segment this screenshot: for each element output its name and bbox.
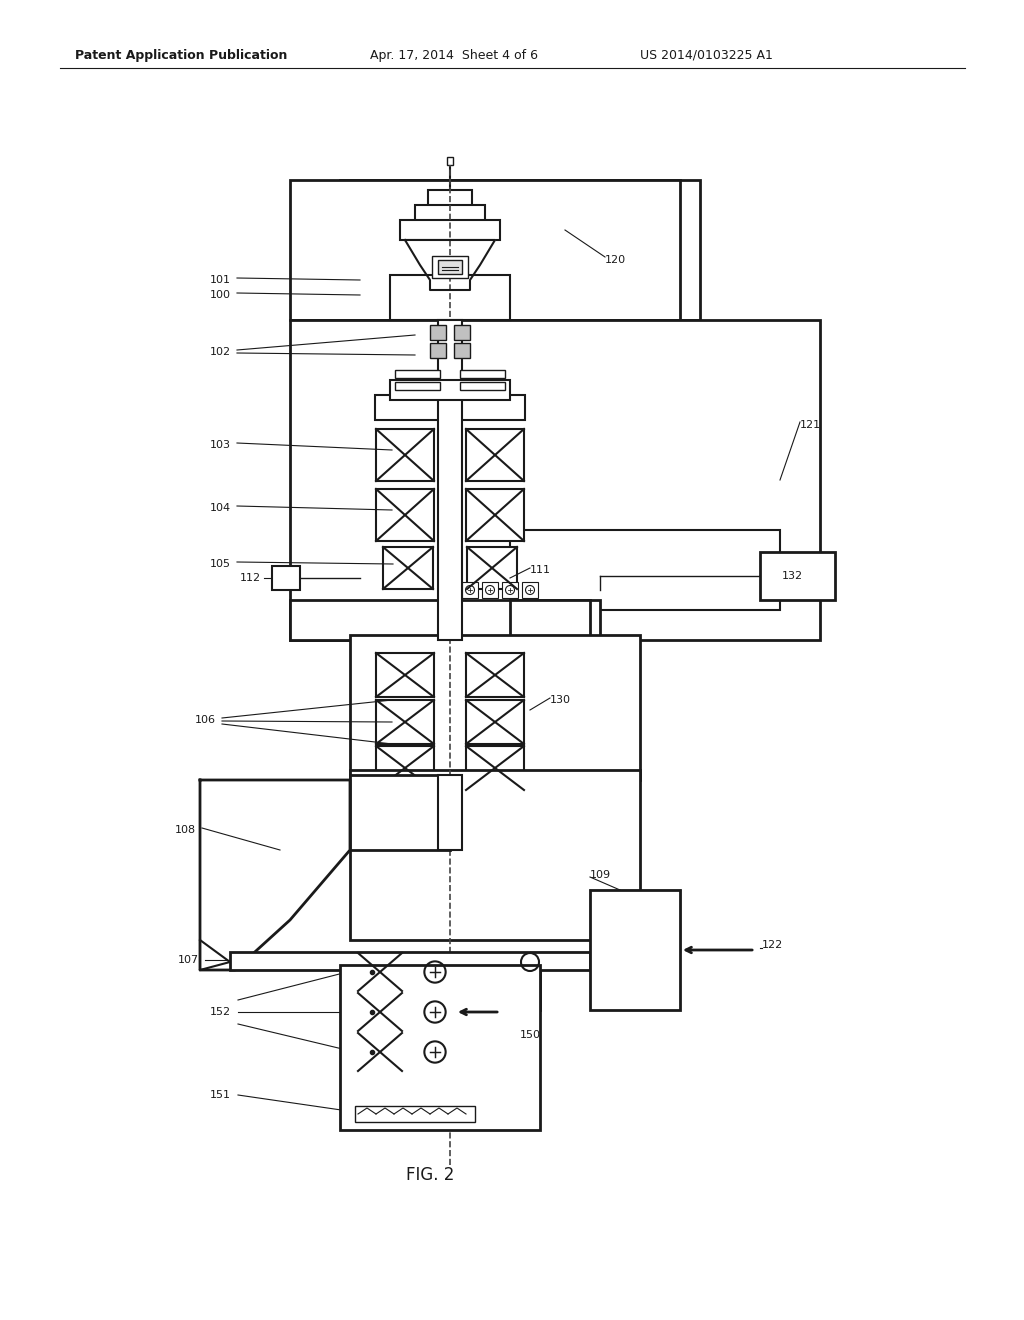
Bar <box>454 325 470 341</box>
Bar <box>272 566 300 590</box>
Bar <box>413 1034 457 1071</box>
Bar <box>350 635 640 780</box>
Text: 121: 121 <box>800 420 821 430</box>
Text: 100: 100 <box>210 290 231 300</box>
Bar <box>447 157 453 165</box>
Bar <box>415 205 485 224</box>
Bar <box>466 653 524 697</box>
Bar <box>510 531 780 610</box>
Text: 105: 105 <box>210 558 231 569</box>
Bar <box>376 746 434 789</box>
Bar <box>395 370 440 378</box>
Bar <box>760 552 835 601</box>
Bar <box>350 770 640 940</box>
Text: 107: 107 <box>178 954 199 965</box>
Bar <box>340 965 540 1130</box>
Bar <box>350 775 450 850</box>
Text: 152: 152 <box>210 1007 231 1016</box>
Bar <box>522 582 538 598</box>
Bar <box>358 993 402 1031</box>
Bar <box>358 1034 402 1071</box>
Bar <box>510 601 590 640</box>
Text: 104: 104 <box>210 503 231 513</box>
Bar <box>466 746 524 789</box>
Bar <box>376 653 434 697</box>
Bar <box>413 993 457 1031</box>
Polygon shape <box>200 780 350 970</box>
Bar <box>467 546 517 589</box>
Bar <box>290 319 820 640</box>
Bar <box>390 380 510 400</box>
Bar <box>340 180 700 319</box>
Text: 112: 112 <box>240 573 261 583</box>
Text: 103: 103 <box>210 440 231 450</box>
Text: Apr. 17, 2014  Sheet 4 of 6: Apr. 17, 2014 Sheet 4 of 6 <box>370 49 538 62</box>
Bar <box>438 775 462 850</box>
Text: 151: 151 <box>210 1090 231 1100</box>
Bar <box>383 546 433 589</box>
Bar <box>460 381 505 389</box>
Bar <box>355 1106 475 1122</box>
Bar <box>462 582 478 598</box>
Bar <box>482 582 498 598</box>
Bar <box>358 953 402 991</box>
Bar <box>376 429 434 480</box>
Text: US 2014/0103225 A1: US 2014/0103225 A1 <box>640 49 773 62</box>
Bar <box>395 381 440 389</box>
Bar <box>290 180 680 319</box>
Bar <box>390 275 510 319</box>
Bar <box>466 429 524 480</box>
Bar <box>230 952 590 970</box>
Text: 101: 101 <box>210 275 231 285</box>
Bar <box>590 890 680 1010</box>
Bar <box>460 370 505 378</box>
Bar <box>430 343 446 358</box>
Text: 120: 120 <box>605 255 626 265</box>
Text: FIG. 2: FIG. 2 <box>406 1166 455 1184</box>
Bar <box>454 343 470 358</box>
Text: 150: 150 <box>520 1030 541 1040</box>
Bar <box>376 700 434 744</box>
Bar <box>432 256 468 279</box>
Text: 130: 130 <box>550 696 571 705</box>
Polygon shape <box>406 240 495 290</box>
Text: Patent Application Publication: Patent Application Publication <box>75 49 288 62</box>
Text: 106: 106 <box>195 715 216 725</box>
Text: 108: 108 <box>175 825 197 836</box>
Bar <box>466 488 524 541</box>
Bar <box>438 260 462 275</box>
Bar <box>375 395 525 420</box>
Text: 132: 132 <box>782 572 803 581</box>
Bar <box>376 488 434 541</box>
Bar <box>413 953 457 991</box>
Text: 111: 111 <box>530 565 551 576</box>
Text: 109: 109 <box>590 870 611 880</box>
Bar <box>400 220 500 240</box>
Bar <box>290 601 600 640</box>
Bar <box>502 582 518 598</box>
Bar <box>428 190 472 210</box>
Bar <box>466 700 524 744</box>
Text: 102: 102 <box>210 347 231 356</box>
Bar <box>430 325 446 341</box>
Bar <box>438 319 462 640</box>
Text: 122: 122 <box>762 940 783 950</box>
